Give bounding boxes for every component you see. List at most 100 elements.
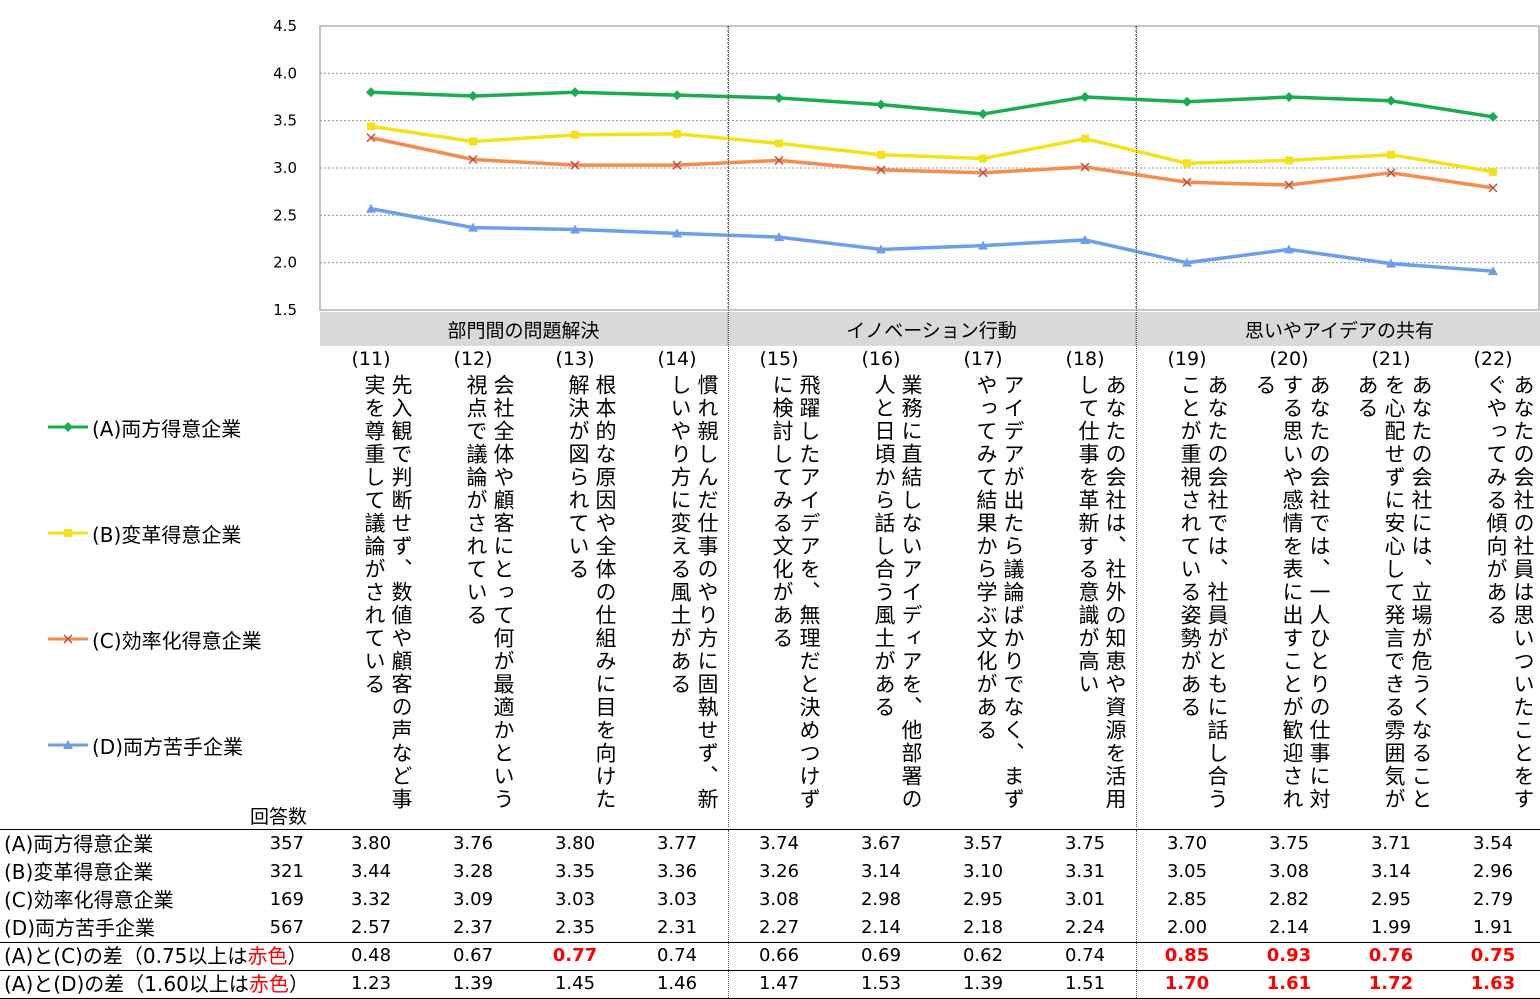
- table-cell: 2.96: [1472, 861, 1514, 882]
- x-tick-label: (18): [1065, 348, 1105, 370]
- table-cell: 1.72: [1368, 973, 1414, 994]
- table-cell: 3.10: [962, 861, 1004, 882]
- row-label: (A)両方得意企業: [4, 832, 154, 856]
- table-cell: 2.24: [1064, 917, 1106, 938]
- legend-label: (C)効率化得意企業: [92, 628, 262, 653]
- table-cell: 2.35: [554, 917, 596, 938]
- table-cell: 2.79: [1472, 889, 1514, 910]
- table-cell: 3.26: [758, 861, 800, 882]
- data-point: [571, 130, 579, 139]
- group-divider: [1136, 26, 1137, 827]
- question-column: (20) あなたの会社では、一人ひとりの仕事に対する思いや感情を表に出すことが歓迎…: [1238, 348, 1340, 826]
- y-tick-label: 1.5: [273, 301, 297, 319]
- data-point: [366, 133, 376, 143]
- data-point: [876, 244, 886, 254]
- table-cell: 2.85: [1166, 889, 1208, 910]
- series-line: [370, 90, 1494, 119]
- question-column: (17) アイデアが出たら議論ばかりでなく、まずやってみて結果から学ぶ文化がある: [932, 348, 1034, 826]
- data-point: [1386, 168, 1396, 178]
- row-label: (B)変革得意企業: [4, 860, 154, 884]
- table-cell: 1.91: [1472, 917, 1514, 938]
- table-cell: 3.08: [1268, 861, 1310, 882]
- question-column: (19) あなたの会社では、社員がともに話し合うことが重視されている姿勢がある: [1136, 348, 1238, 826]
- x-tick-label: (17): [963, 348, 1003, 370]
- count-header: 回答数: [250, 806, 308, 828]
- question-column: (12) 会社全体や顧客にとって何が最適かという視点で議論がされている: [422, 348, 524, 826]
- data-point: [877, 150, 885, 159]
- x-tick-label: (14): [657, 348, 697, 370]
- table-cell: 2.95: [962, 889, 1004, 910]
- table-rule: [0, 970, 1540, 971]
- table-cell: 3.31: [1064, 861, 1106, 882]
- series-x: [366, 133, 1498, 193]
- question-column: (22) あなたの会社の社員は思いついたことをすぐやってみる傾向がある: [1442, 348, 1540, 826]
- data-point: [876, 165, 886, 175]
- question-column: (11) 先入観で判断せず、数値や顧客の声など事実を尊重して議論がされている: [320, 348, 422, 826]
- series-line: [370, 124, 1494, 174]
- table-cell: 3.77: [656, 833, 698, 854]
- legend-label: (A)両方得意企業: [92, 416, 242, 441]
- table-cell: 1.23: [350, 973, 392, 994]
- data-point: [979, 154, 987, 163]
- table-cell: 3.36: [656, 861, 698, 882]
- series-diamond: [366, 87, 1498, 122]
- table-cell: 3.67: [860, 833, 902, 854]
- table-row: (C)効率化得意企業 169 3.32 3.09 3.03 3.03 3.08 2.98 2.9…: [0, 886, 1540, 914]
- question-text: あなたの会社では、社員がともに話し合うことが重視されている姿勢がある: [1178, 374, 1229, 811]
- question-text: あなたの会社は、社外の知恵や資源を活用して仕事を革新する意識が高い: [1076, 374, 1127, 811]
- table-cell: 3.80: [350, 833, 392, 854]
- y-tick-label: 2.5: [273, 206, 297, 224]
- data-point: [468, 91, 478, 102]
- question-text: 飛躍したアイデアを、無理だと決めつけずに検討してみる文化がある: [770, 374, 821, 811]
- x-tick-label: (15): [759, 348, 799, 370]
- table-cell: 1.70: [1164, 973, 1210, 994]
- data-point: [1081, 134, 1089, 143]
- data-point: [1182, 177, 1192, 187]
- data-point: [1080, 234, 1090, 244]
- table-cell: 2.14: [1268, 917, 1310, 938]
- group-divider: [728, 26, 729, 827]
- table-cell: 1.51: [1064, 973, 1106, 994]
- data-point: [1182, 257, 1192, 267]
- series-line: [370, 206, 1494, 273]
- x-tick-label: (19): [1167, 348, 1207, 370]
- table-cell: 1.61: [1266, 973, 1312, 994]
- data-point: [1284, 180, 1294, 190]
- y-tick-label: 4.5: [273, 17, 297, 35]
- table-cell: 0.75: [1470, 945, 1516, 966]
- question-text: あなたの会社では、一人ひとりの仕事に対する思いや感情を表に出すことが歓迎される: [1253, 374, 1331, 811]
- table-cell: 3.01: [1064, 889, 1106, 910]
- data-point: [570, 87, 580, 98]
- question-text: 先入観で判断せず、数値や顧客の声など事実を尊重して議論がされている: [362, 374, 413, 811]
- question-column: (16) 業務に直結しないアイディアを、他部署の人と日頃から話し合う風土がある: [830, 348, 932, 826]
- question-text: 慣れ親しんだ仕事のやり方に固執せず、新しいやり方に変える風土がある: [668, 374, 719, 811]
- table-cell: 2.57: [350, 917, 392, 938]
- data-point: [1285, 156, 1293, 165]
- series-line: [370, 135, 1494, 190]
- row-count: 357: [269, 833, 304, 854]
- data-point: [978, 240, 988, 250]
- data-point: [876, 99, 886, 110]
- table-rule: [0, 829, 1540, 830]
- table-cell: 3.35: [554, 861, 596, 882]
- data-point: [1284, 92, 1294, 102]
- table-cell: 1.53: [860, 973, 902, 994]
- x-tick-label: (13): [555, 348, 595, 370]
- table-divider: [1136, 830, 1137, 998]
- table-row: (A)と(C)の差（0.75以上は赤色） 0.48 0.67 0.77 0.74 0.66…: [0, 942, 1540, 970]
- table-row: (A)と(D)の差（1.60以上は赤色） 1.23 1.39 1.45 1.46 1.47…: [0, 970, 1540, 998]
- table-cell: 0.85: [1164, 945, 1210, 966]
- data-point: [570, 160, 580, 170]
- table-cell: 3.09: [452, 889, 494, 910]
- data-point: [367, 122, 375, 131]
- table-cell: 1.45: [554, 973, 596, 994]
- data-point: [1386, 95, 1396, 106]
- table-cell: 2.82: [1268, 889, 1310, 910]
- data-point: [775, 139, 783, 148]
- table-cell: 3.05: [1166, 861, 1208, 882]
- series-triangle: [366, 203, 1498, 276]
- x-tick-label: (20): [1269, 348, 1309, 370]
- line-chart: 1.5 2.0 2.5 3.0 3.5 4.0 4.5: [273, 17, 1540, 319]
- table-cell: 3.54: [1472, 833, 1514, 854]
- table-cell: 2.14: [860, 917, 902, 938]
